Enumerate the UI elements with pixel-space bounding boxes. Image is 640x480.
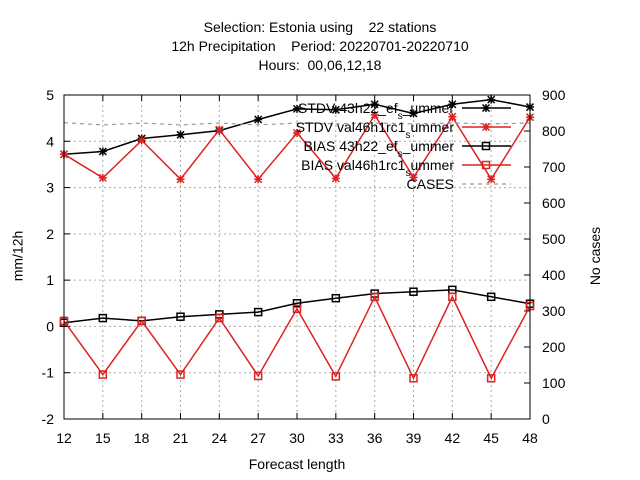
y-tick-label: 3 [46, 180, 54, 196]
data-point-star [254, 115, 263, 124]
y2-tick-label: 500 [542, 231, 566, 247]
y2-tick-label: 300 [542, 303, 566, 319]
data-point-square [98, 370, 108, 379]
x-tick-label: 30 [289, 430, 305, 446]
x-tick-label: 39 [406, 430, 422, 446]
data-point-square [370, 292, 379, 302]
series-line-4 [63, 122, 531, 126]
data-point-star [176, 130, 185, 139]
x-axis-label: Forecast length [248, 456, 346, 472]
data-point-square [137, 316, 146, 326]
data-point-x [254, 175, 263, 184]
data-point-star [98, 147, 107, 156]
y-tick-label: 4 [46, 133, 54, 149]
data-point-star [409, 109, 418, 118]
data-point-x [215, 125, 224, 134]
series-layer [59, 95, 535, 383]
chart-title-line-3: Hours: 00,06,12,18 [258, 57, 382, 73]
y-tick-label: 5 [46, 87, 54, 103]
y-tick-label: -2 [42, 411, 55, 427]
y2-tick-label: 800 [542, 123, 566, 139]
chart-title-line-1: Selection: Estonia using 22 stations [203, 19, 437, 35]
x-tick-label: 45 [483, 430, 499, 446]
x-tick-label: 15 [95, 430, 111, 446]
data-point-x [331, 174, 340, 183]
data-point-square [215, 313, 224, 323]
x-tick-label: 48 [522, 430, 538, 446]
data-point-star [487, 95, 496, 104]
data-point-square [331, 372, 341, 381]
data-point-star [448, 100, 457, 109]
data-point-x [292, 128, 302, 137]
data-point-square [486, 292, 496, 302]
data-point-x [370, 110, 379, 119]
y2-tick-label: 400 [542, 267, 566, 283]
legend-label-subscript: s [398, 111, 403, 122]
data-point-square [176, 370, 185, 379]
x-tick-label: 12 [56, 430, 72, 446]
data-point-square [409, 374, 418, 383]
x-tick-label: 21 [173, 430, 189, 446]
data-point-x [448, 112, 457, 121]
legend-label: CASES [407, 176, 454, 192]
data-point-square [481, 141, 491, 151]
data-point-x [481, 122, 491, 132]
y2-tick-label: 0 [542, 411, 550, 427]
y-tick-label: 1 [46, 272, 54, 288]
y2-tick-label: 700 [542, 159, 566, 175]
data-point-square [253, 307, 263, 317]
x-tick-label: 27 [250, 430, 266, 446]
data-point-star [292, 104, 302, 113]
y2-tick-label: 600 [542, 195, 566, 211]
data-point-square [176, 312, 185, 321]
axis-ticks: 12 15 18 21 24 27 30 33 36 39 42 45 48-2-10123450100… [42, 87, 566, 446]
data-point-x [487, 175, 496, 184]
y2-axis-label: No cases [587, 226, 604, 286]
data-point-square [448, 292, 457, 302]
y2-tick-label: 200 [542, 339, 566, 355]
data-point-star [331, 105, 340, 114]
series-line-3 [63, 295, 531, 381]
data-point-x [176, 175, 185, 184]
chart-title-line-2: 12h Precipitation Period: 20220701-20220… [171, 38, 469, 54]
data-point-x [409, 173, 418, 182]
plot-frame [63, 94, 531, 420]
x-tick-label: 18 [134, 430, 150, 446]
y-tick-label: 2 [46, 226, 54, 242]
data-point-square [253, 371, 263, 381]
x-tick-label: 24 [212, 430, 228, 446]
data-point-square [486, 374, 496, 383]
data-point-star [370, 100, 379, 109]
data-point-square [331, 293, 341, 303]
y-tick-label: 0 [46, 318, 54, 334]
y-axis-label: mm/12h [9, 230, 26, 282]
data-point-star [481, 103, 491, 113]
x-tick-label: 36 [367, 430, 383, 446]
x-tick-label: 42 [445, 430, 461, 446]
grid-lines [64, 95, 530, 419]
x-tick-label: 33 [328, 430, 344, 446]
data-point-square [98, 313, 108, 323]
y2-tick-label: 900 [542, 87, 566, 103]
data-point-square [409, 287, 418, 296]
data-point-square [292, 299, 302, 308]
data-point-square [292, 304, 302, 314]
data-point-square [481, 160, 491, 170]
data-point-x [98, 173, 107, 182]
legend-label-subscript: s [405, 168, 410, 179]
data-point-x [137, 136, 146, 145]
y-tick-label: -1 [42, 365, 55, 381]
y2-tick-label: 100 [542, 375, 566, 391]
legend-label-subscript: s [405, 130, 410, 141]
legend-label-subscript: s [398, 149, 403, 160]
